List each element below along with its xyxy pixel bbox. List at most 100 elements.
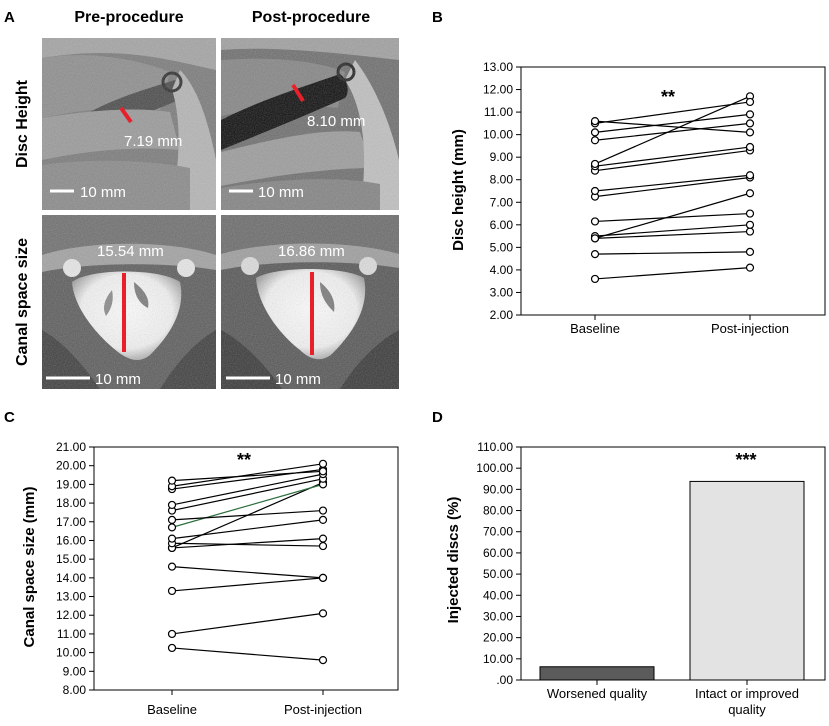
c-point-post (318, 609, 328, 618)
scale-label-canal-pre: 10 mm (95, 371, 141, 388)
d-ytick-label: .00 (496, 673, 513, 687)
panel-b: B Disc height (mm) 2.00 3.00 4.00 5.00 6.00 7… (432, 9, 826, 336)
panel-d-plot-frame (520, 446, 826, 681)
panel-a: A Pre-procedure Post-procedure Disc Heig… (4, 9, 399, 389)
c-pair-line (171, 537, 324, 549)
c-ytick-label: 17.00 (56, 515, 86, 529)
panel-b-significance: ** (661, 87, 675, 107)
b-point-baseline (590, 234, 600, 243)
panel-d-bars (539, 480, 805, 681)
d-ytick-label: 90.00 (483, 482, 513, 496)
panel-b-y-axis: 2.00 3.00 4.00 5.00 6.00 7.00 8.00 9.00 10.00 11.… (483, 60, 521, 322)
panel-b-plot-frame (520, 66, 826, 316)
c-xtick-label: Baseline (147, 702, 197, 717)
row-label-disc-height: Disc Height (14, 79, 31, 168)
b-point-baseline (590, 250, 600, 259)
b-point-post (745, 97, 755, 107)
b-xtick-label: Post-injection (711, 321, 789, 336)
canal-measure-pre: 15.54 mm (97, 243, 164, 260)
panel-c-series (167, 459, 328, 665)
b-point-baseline (590, 274, 600, 284)
panel-b-series (590, 92, 755, 284)
b-pair-line (594, 251, 751, 255)
c-ytick-label: 18.00 (56, 496, 86, 510)
c-ytick-label: 21.00 (56, 440, 86, 454)
b-pair-line (594, 122, 751, 141)
c-ytick-label: 12.00 (56, 608, 86, 622)
c-pair-line (171, 612, 324, 635)
c-pair-line (171, 509, 324, 521)
disc-height-marker-post (291, 83, 305, 103)
d-bar (689, 480, 805, 681)
b-point-post (745, 110, 755, 119)
d-xtick-label: Intact or improved (695, 686, 799, 701)
d-ytick-label: 110.00 (477, 440, 513, 454)
b-point-post (745, 128, 755, 137)
panel-c-plot-frame (93, 446, 399, 691)
c-pair-line (171, 566, 324, 579)
b-ytick-label: 3.00 (490, 285, 514, 299)
panel-b-letter: B (432, 9, 443, 26)
b-point-post (745, 263, 755, 272)
b-ytick-label: 8.00 (490, 173, 514, 187)
b-pair-line (594, 212, 751, 223)
b-ytick-label: 13.00 (483, 60, 513, 74)
b-point-post (745, 171, 755, 180)
panel-a-letter: A (4, 9, 15, 26)
b-ytick-label: 11.00 (484, 105, 513, 119)
mri-disc-pre: 7.19 mm 10 mm (42, 38, 216, 210)
b-pair-line (594, 146, 751, 167)
panel-c-y-axis: 8.00 9.00 10.00 11.00 12.00 13.00 14.00 15.00 16… (56, 440, 94, 697)
panel-d-significance: *** (735, 450, 756, 470)
d-bar (539, 666, 655, 681)
c-point-post (318, 534, 328, 543)
c-ytick-label: 20.00 (56, 459, 86, 473)
c-pair-line (171, 478, 324, 512)
panel-c-x-axis: Baseline Post-injection (147, 690, 362, 717)
panel-c-letter: C (4, 409, 15, 426)
b-pair-line (594, 192, 751, 239)
c-point-baseline (167, 515, 177, 525)
b-pair-line (594, 101, 751, 124)
c-pair-line (171, 542, 324, 547)
c-ytick-label: 13.00 (56, 590, 86, 604)
b-xtick-label: Baseline (570, 321, 620, 336)
c-point-baseline (167, 523, 177, 532)
scale-label-disc-post: 10 mm (258, 184, 304, 201)
b-pair-line (594, 149, 751, 172)
c-point-post (318, 506, 328, 515)
mri-disc-post: 8.10 mm 10 mm (221, 38, 399, 210)
mri-canal-post: 16.86 mm 10 mm (221, 215, 399, 389)
b-point-post (745, 189, 755, 198)
d-ytick-label: 50.00 (483, 567, 513, 581)
panel-d-y-axis: .00 10.00 20.00 30.00 40.00 50.00 60.00 70.00 80… (476, 440, 521, 687)
c-point-post (318, 655, 328, 665)
c-ytick-label: 14.00 (56, 571, 86, 585)
c-point-post (318, 467, 328, 476)
b-point-post (745, 227, 755, 236)
disc-height-marker-pre (119, 106, 133, 124)
c-pair-line (171, 647, 324, 661)
b-point-baseline (590, 128, 600, 137)
c-point-baseline (167, 586, 177, 596)
b-pair-line (594, 176, 751, 198)
panel-d: D Injected discs (%) .00 10.00 20.00 30.00 4… (432, 409, 826, 717)
c-point-baseline (167, 534, 177, 543)
b-pair-line (594, 174, 751, 192)
b-pair-line (594, 113, 751, 133)
b-ytick-label: 4.00 (490, 263, 514, 277)
b-point-post (745, 142, 755, 152)
b-ytick-label: 12.00 (483, 83, 513, 97)
d-xtick-label: Worsened quality (547, 686, 648, 701)
scale-label-canal-post: 10 mm (275, 371, 321, 388)
column-label-post: Post-procedure (252, 9, 370, 26)
b-pair-line (594, 224, 751, 237)
c-point-baseline (167, 643, 177, 653)
disc-measure-post: 8.10 mm (307, 113, 365, 130)
d-ytick-label: 60.00 (483, 546, 513, 560)
c-point-post (318, 541, 328, 551)
b-point-baseline (590, 217, 600, 226)
b-point-baseline (590, 186, 600, 196)
disc-measure-pre: 7.19 mm (124, 133, 182, 150)
